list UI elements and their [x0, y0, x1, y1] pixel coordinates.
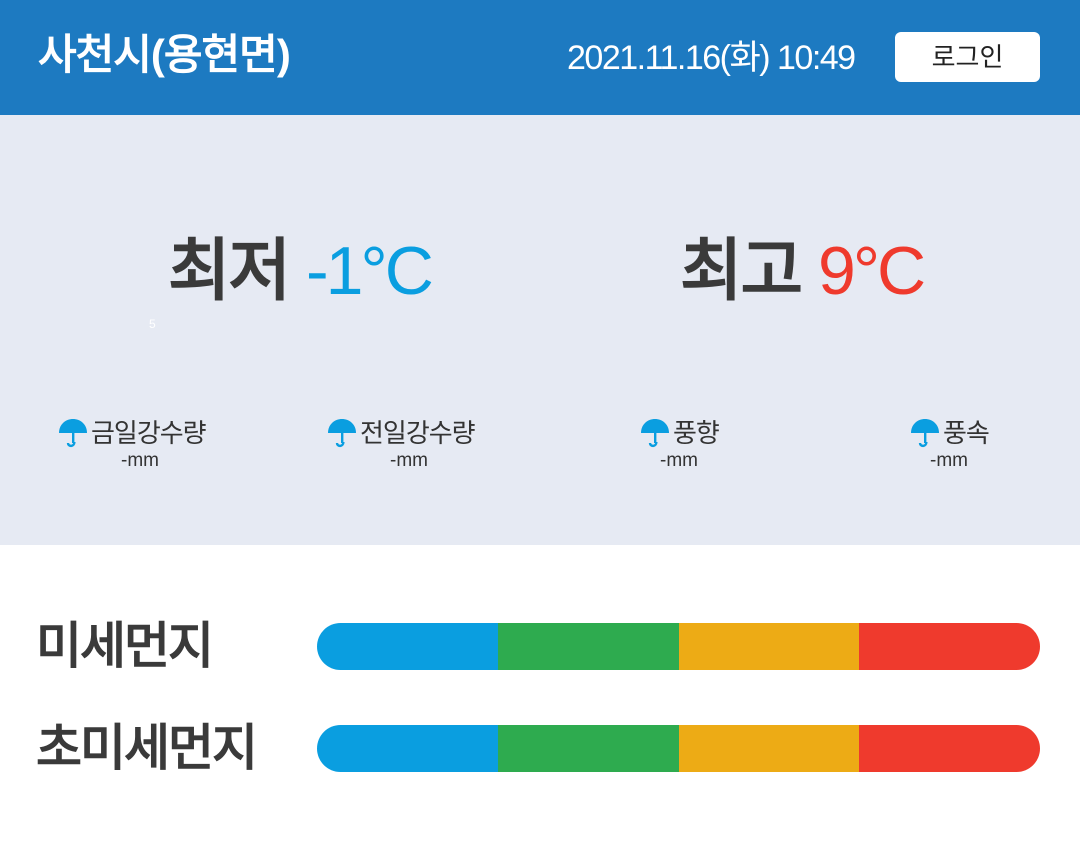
fine-dust-label: 미세먼지 [36, 618, 214, 674]
stat-label: 풍향 [673, 418, 720, 448]
stat-yesterday-precipitation: 전일강수량 -mm [327, 415, 527, 475]
umbrella-icon [328, 419, 356, 448]
grade-normal-segment [497, 623, 679, 670]
fine-dust-scale-bar [317, 623, 1040, 670]
stat-today-precipitation: 금일강수량 -mm [58, 415, 258, 475]
grade-very-bad-segment [859, 623, 1040, 670]
top-header: 사천시(용현면) 2021.11.16(화) 10:49 로그인 [0, 0, 1080, 115]
stat-value: -mm [660, 450, 698, 471]
login-button[interactable]: 로그인 [895, 32, 1040, 82]
stat-value: -mm [930, 450, 968, 471]
stat-header: 풍향 [640, 415, 720, 451]
ultrafine-dust-row: 초미세먼지 [0, 718, 1080, 778]
stat-value: -mm [390, 450, 428, 471]
grade-bad-segment [678, 725, 860, 772]
ultrafine-dust-scale-bar [317, 725, 1040, 772]
umbrella-icon [59, 419, 87, 448]
stat-label: 금일강수량 [91, 418, 207, 448]
stat-header: 풍속 [910, 415, 990, 451]
max-temperature: 최고 9°C [680, 231, 926, 311]
min-temperature-label: 최저 [168, 233, 291, 309]
grade-normal-segment [497, 725, 679, 772]
grade-good-segment [317, 623, 498, 670]
min-temperature-value: -1°C [306, 233, 434, 309]
grade-bad-segment [678, 623, 860, 670]
stat-wind-speed: 풍속 -mm [910, 415, 1080, 475]
location-title: 사천시(용현면) [38, 31, 291, 78]
weather-panel: 최저 -1°C 최고 9°C 5 금일강수량 -mm 전일강수량 -mm [0, 115, 1080, 545]
umbrella-icon [641, 419, 669, 448]
stat-wind-direction: 풍향 -mm [640, 415, 840, 475]
grade-very-bad-segment [859, 725, 1040, 772]
fine-dust-row: 미세먼지 [0, 616, 1080, 676]
max-temperature-value: 9°C [818, 233, 926, 309]
current-datetime: 2021.11.16(화) 10:49 [567, 39, 856, 77]
umbrella-icon [911, 419, 939, 448]
stat-label: 풍속 [943, 418, 990, 448]
stat-header: 금일강수량 [58, 415, 207, 451]
grade-good-segment [317, 725, 498, 772]
stat-header: 전일강수량 [327, 415, 476, 451]
ultrafine-dust-label: 초미세먼지 [36, 720, 258, 776]
tiny-marker-text: 5 [149, 317, 156, 331]
max-temperature-label: 최고 [680, 233, 803, 309]
min-temperature: 최저 -1°C [168, 231, 434, 311]
stat-label: 전일강수량 [360, 418, 476, 448]
stat-value: -mm [121, 450, 159, 471]
